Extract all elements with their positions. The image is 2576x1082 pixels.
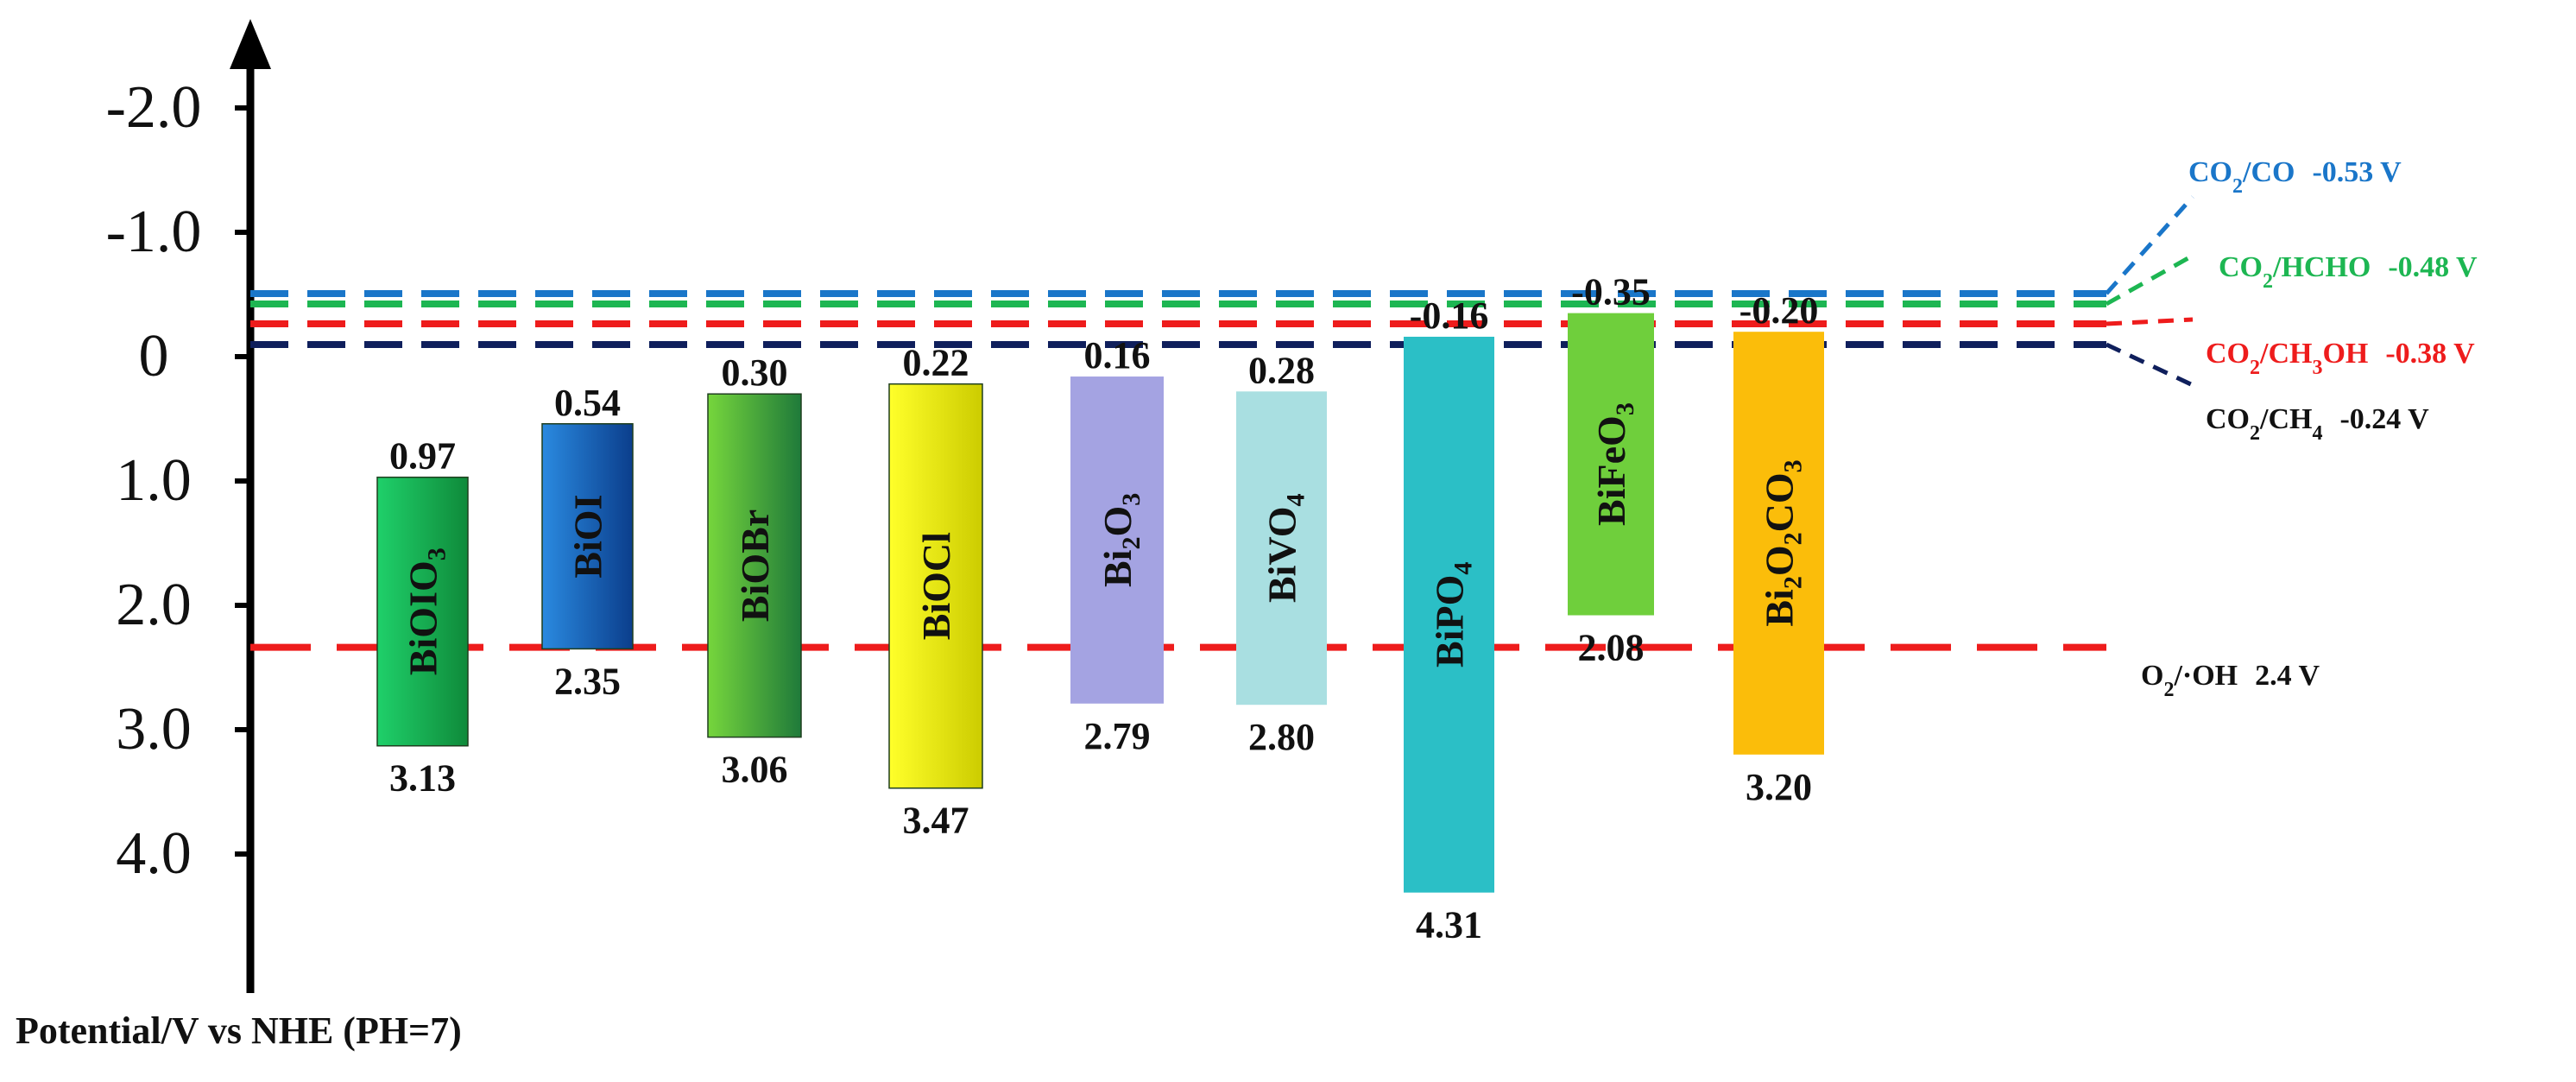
cb-label: 0.97 [389,435,456,478]
vb-label: 2.35 [554,660,621,702]
cb-label: 0.28 [1248,349,1315,391]
material-label: BiOCl [914,532,958,640]
vb-label: 3.47 [903,800,969,842]
cb-label: 0.30 [722,351,788,394]
material-label: BiOI [565,495,609,579]
redox-label: CO2/CO -0.53 V [2188,156,2402,198]
band-bar [1404,336,1494,893]
redox-fan-line [2105,253,2194,307]
y-tick-label: 3.0 [116,696,192,762]
redox-fan-line [2105,342,2194,388]
cb-label: -0.35 [1571,271,1651,313]
redox-fan-line [2106,317,2194,326]
y-tick-label: 2.0 [116,572,192,638]
y-tick-label: 4.0 [116,820,192,887]
band-bar [888,383,983,789]
band-bar [1236,391,1327,706]
material-label: Bi2O3 [1095,493,1146,587]
material-label: BiPO4 [1427,562,1478,668]
band-bar [1070,376,1164,704]
material-label: Bi2O2CO3 [1757,459,1808,626]
cb-label: -0.20 [1739,289,1819,332]
cb-label: 0.54 [554,382,621,424]
vb-label: 3.20 [1746,766,1812,808]
material-label: BiOBr [733,509,777,622]
material-label: BiFeO3 [1589,402,1640,526]
material-label: BiVO4 [1260,493,1310,603]
material-label: BiOIO3 [401,547,451,675]
redox-label: CO2/CH4 -0.24 V [2206,403,2429,445]
y-tick-label: -2.0 [106,74,202,141]
vb-label: 2.08 [1578,627,1645,669]
vb-label: 3.13 [389,757,456,800]
vb-label: 2.79 [1084,715,1151,757]
redox-label: O2/·OH 2.4 V [2141,660,2320,701]
bands: 0.97 3.13 BiOIO3 0.54 2.35 BiOI 0.30 3.06 BiOBr 0… [376,271,1824,946]
band-bar [1568,313,1654,616]
x-axis-label: Potential/V vs NHE (PH=7) [16,1009,462,1052]
vb-label: 2.80 [1248,716,1315,758]
vb-label: 3.06 [722,749,788,791]
band-bar [1733,332,1824,755]
cb-label: -0.16 [1410,294,1489,337]
redox-label: CO2/CH3OH -0.38 V [2206,338,2475,379]
y-tick-label: 0 [139,323,169,389]
y-tick-label: -1.0 [106,199,202,265]
redox-label: CO2/HCHO -0.48 V [2219,251,2478,293]
band-bar [376,476,469,747]
vb-label: 4.31 [1416,904,1482,946]
y-axis-arrowhead [230,19,271,69]
cb-label: 0.22 [903,342,969,384]
y-tick-label: 1.0 [116,447,192,514]
band-bar [707,393,802,738]
redox-fan-line [2105,195,2194,295]
band-bar [541,423,634,650]
redox-labels: CO2/CO -0.53 V CO2/HCHO -0.48 V CO2/CH3OH -0.… [2141,156,2478,701]
y-axis-ticks: -2.0 -1.0 0 1.0 2.0 3.0 4.0 [106,74,252,887]
cb-label: 0.16 [1084,334,1151,376]
